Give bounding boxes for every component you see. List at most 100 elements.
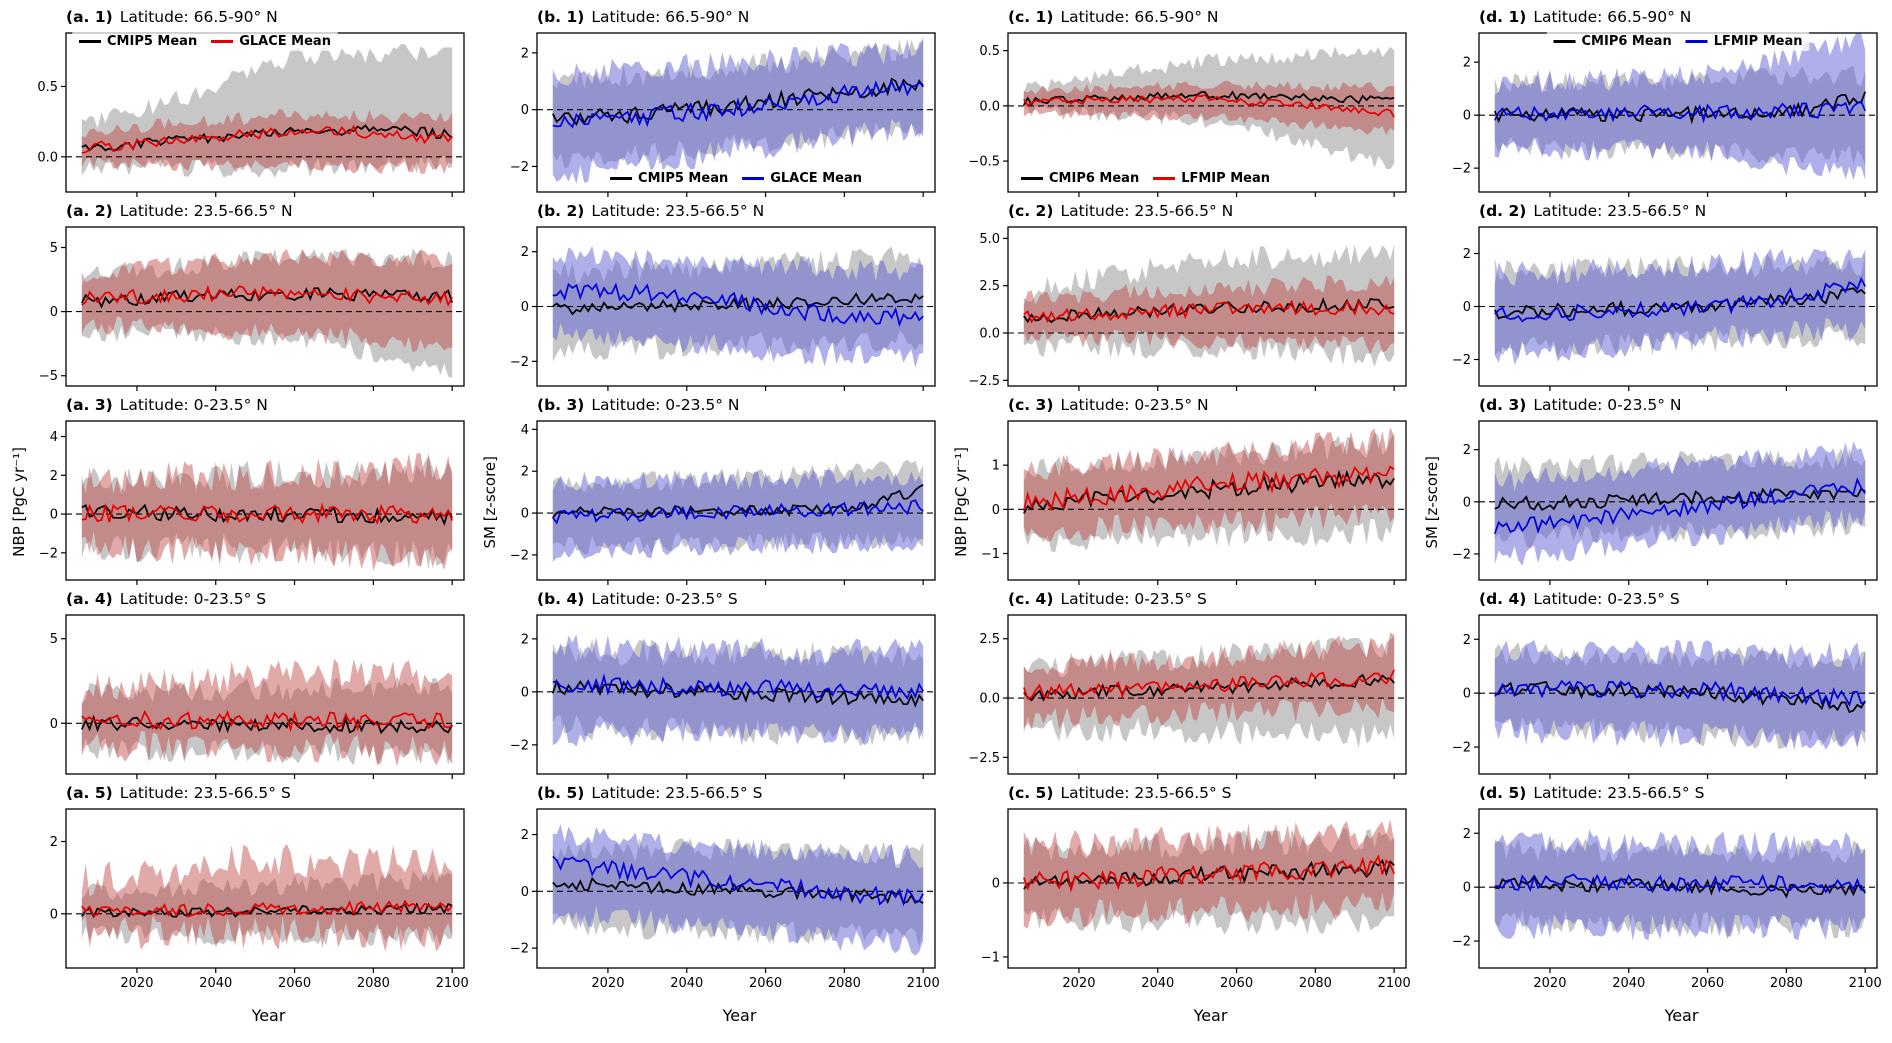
- axes-frame: [1007, 420, 1407, 581]
- panel-label: (b. 3): [537, 396, 585, 414]
- y-tick-label: −2.5: [968, 751, 1000, 766]
- panel-label: (a. 4): [66, 590, 113, 608]
- subplot-title-c1: (c. 1) Latitude: 66.5-90° N: [950, 6, 1413, 28]
- x-axis-label: Year: [1193, 1006, 1228, 1025]
- y-tick-label: 2: [521, 828, 529, 843]
- ensemble-band: [1023, 80, 1395, 135]
- subplot-title-c5: (c. 5) Latitude: 23.5-66.5° S: [950, 782, 1413, 804]
- latitude-band-label: Latitude: 23.5-66.5° S: [119, 784, 291, 802]
- y-tick-label: 5.0: [979, 232, 1000, 247]
- mean-line: [552, 79, 924, 129]
- latitude-band-label: Latitude: 66.5-90° N: [1533, 8, 1692, 26]
- y-tick-label: 0: [50, 305, 58, 320]
- axes-frame: [536, 420, 936, 581]
- y-tick-label: −2: [510, 942, 529, 957]
- plot-canvas-b1: −2 0 2: [510, 32, 936, 197]
- y-tick-label: 2: [521, 245, 529, 260]
- y-tick-label: 2.5: [979, 279, 1000, 294]
- subplot-b2: (b. 2) Latitude: 23.5-66.5° N −2 0 2: [479, 200, 942, 394]
- x-tick-label: 2020: [120, 976, 153, 991]
- y-tick-label: 0.0: [37, 150, 58, 165]
- subplot-c4: (c. 4) Latitude: 0-23.5° S −2.5 0.0 2.5: [950, 588, 1413, 782]
- subplot-d3: (d. 3) Latitude: 0-23.5° N SM [z-score] −2 0…: [1421, 394, 1884, 588]
- y-tick-label: −2: [1452, 547, 1471, 562]
- subplot-c2: (c. 2) Latitude: 23.5-66.5° N −2.5 0.0 2.5 5.…: [950, 200, 1413, 394]
- y-tick-label: 2: [521, 46, 529, 61]
- legend-label: GLACE Mean: [770, 171, 862, 186]
- mean-line: [81, 902, 453, 919]
- x-tick-label: 2060: [1691, 976, 1724, 991]
- legend-item: GLACE Mean: [742, 171, 862, 186]
- plot-canvas-a5: 0 2 2020 2040 2060 2080 2100: [50, 808, 469, 991]
- x-tick-label: 2100: [436, 976, 469, 991]
- mean-line: [552, 673, 924, 700]
- y-axis-label: NBP [PgC yr⁻¹]: [952, 447, 970, 557]
- plot-content: [66, 248, 464, 379]
- mean-line: [1494, 100, 1866, 124]
- ensemble-band: [1023, 432, 1395, 553]
- y-tick-label: 2: [1463, 827, 1471, 842]
- plot-content: [1008, 427, 1406, 553]
- x-tick-label: 2100: [1378, 976, 1411, 991]
- mean-line: [81, 899, 453, 918]
- latitude-band-label: Latitude: 0-23.5° S: [1060, 590, 1207, 608]
- legend-line-swatch: [1553, 40, 1576, 43]
- plot-canvas-a3: −2 0 2 4: [39, 420, 465, 585]
- subplot-d1: (d. 1) Latitude: 66.5-90° N −2 0 2 CMIP6 Mean…: [1421, 6, 1884, 200]
- legend-b1: CMIP5 Mean GLACE Mean: [603, 169, 869, 188]
- y-tick-label: 0: [521, 685, 529, 700]
- panel-label: (a. 5): [66, 784, 113, 802]
- y-tick-label: 0: [992, 503, 1000, 518]
- legend-label: CMIP6 Mean: [1049, 171, 1140, 186]
- ensemble-band: [1023, 828, 1395, 935]
- plot-canvas-d5: −2 0 2 2020 2040 2060 2080 2100: [1452, 808, 1882, 991]
- legend-line-swatch: [1685, 40, 1708, 43]
- ensemble-band: [552, 40, 924, 184]
- subplot-title-d2: (d. 2) Latitude: 23.5-66.5° N: [1421, 200, 1884, 222]
- plot-canvas-c5: −1 0 2020 2040 2060 2080 2100: [981, 808, 1411, 991]
- ensemble-band: [1023, 243, 1395, 367]
- y-tick-label: 2.5: [979, 632, 1000, 647]
- plot-canvas-d4: −2 0 2: [1452, 614, 1878, 779]
- plot-content: [1479, 441, 1877, 566]
- latitude-band-label: Latitude: 66.5-90° N: [591, 8, 750, 26]
- panel-label: (c. 1): [1008, 8, 1054, 26]
- axes-frame: [65, 226, 465, 387]
- x-axis-label: Year: [251, 1006, 286, 1025]
- plot-content: [66, 44, 464, 178]
- ensemble-band: [1494, 829, 1866, 941]
- panel-label: (c. 5): [1008, 784, 1054, 802]
- ensemble-band: [1494, 441, 1866, 566]
- y-tick-label: −0.5: [968, 155, 1000, 170]
- plot-canvas-b3: −2 0 2 4: [510, 420, 936, 585]
- legend-item: GLACE Mean: [211, 34, 331, 49]
- latitude-band-label: Latitude: 0-23.5° S: [119, 590, 267, 608]
- plot-content: [1479, 829, 1877, 941]
- subplot-c3: (c. 3) Latitude: 0-23.5° N NBP [PgC yr⁻¹] −…: [950, 394, 1413, 588]
- plot-content: [537, 36, 935, 184]
- subplot-a3: (a. 3) Latitude: 0-23.5° N NBP [PgC yr⁻¹] −…: [8, 394, 471, 588]
- latitude-band-label: Latitude: 23.5-66.5° S: [1060, 784, 1232, 802]
- panel-label: (b. 1): [537, 8, 585, 26]
- y-tick-label: 0: [1463, 881, 1471, 896]
- y-tick-label: 0: [521, 300, 529, 315]
- latitude-band-label: Latitude: 23.5-66.5° S: [591, 784, 763, 802]
- mean-line: [1494, 679, 1866, 708]
- latitude-band-label: Latitude: 0-23.5° S: [591, 590, 738, 608]
- mean-line: [1494, 874, 1866, 899]
- mean-line: [552, 292, 924, 316]
- legend-line-swatch: [610, 177, 633, 180]
- latitude-band-label: Latitude: 0-23.5° N: [1533, 396, 1682, 414]
- x-tick-label: 2080: [357, 976, 390, 991]
- latitude-band-label: Latitude: 0-23.5° N: [591, 396, 740, 414]
- y-tick-label: 1: [992, 459, 1000, 474]
- ensemble-band: [1494, 33, 1866, 181]
- x-tick-label: 2080: [1299, 976, 1332, 991]
- legend-line-swatch: [1021, 177, 1043, 180]
- y-tick-label: 2: [50, 835, 58, 850]
- y-tick-label: 0.5: [979, 44, 1000, 59]
- y-tick-label: −2.5: [968, 374, 1000, 389]
- x-tick-label: 2060: [278, 976, 311, 991]
- mean-line: [1494, 873, 1866, 894]
- axes-frame: [65, 808, 465, 969]
